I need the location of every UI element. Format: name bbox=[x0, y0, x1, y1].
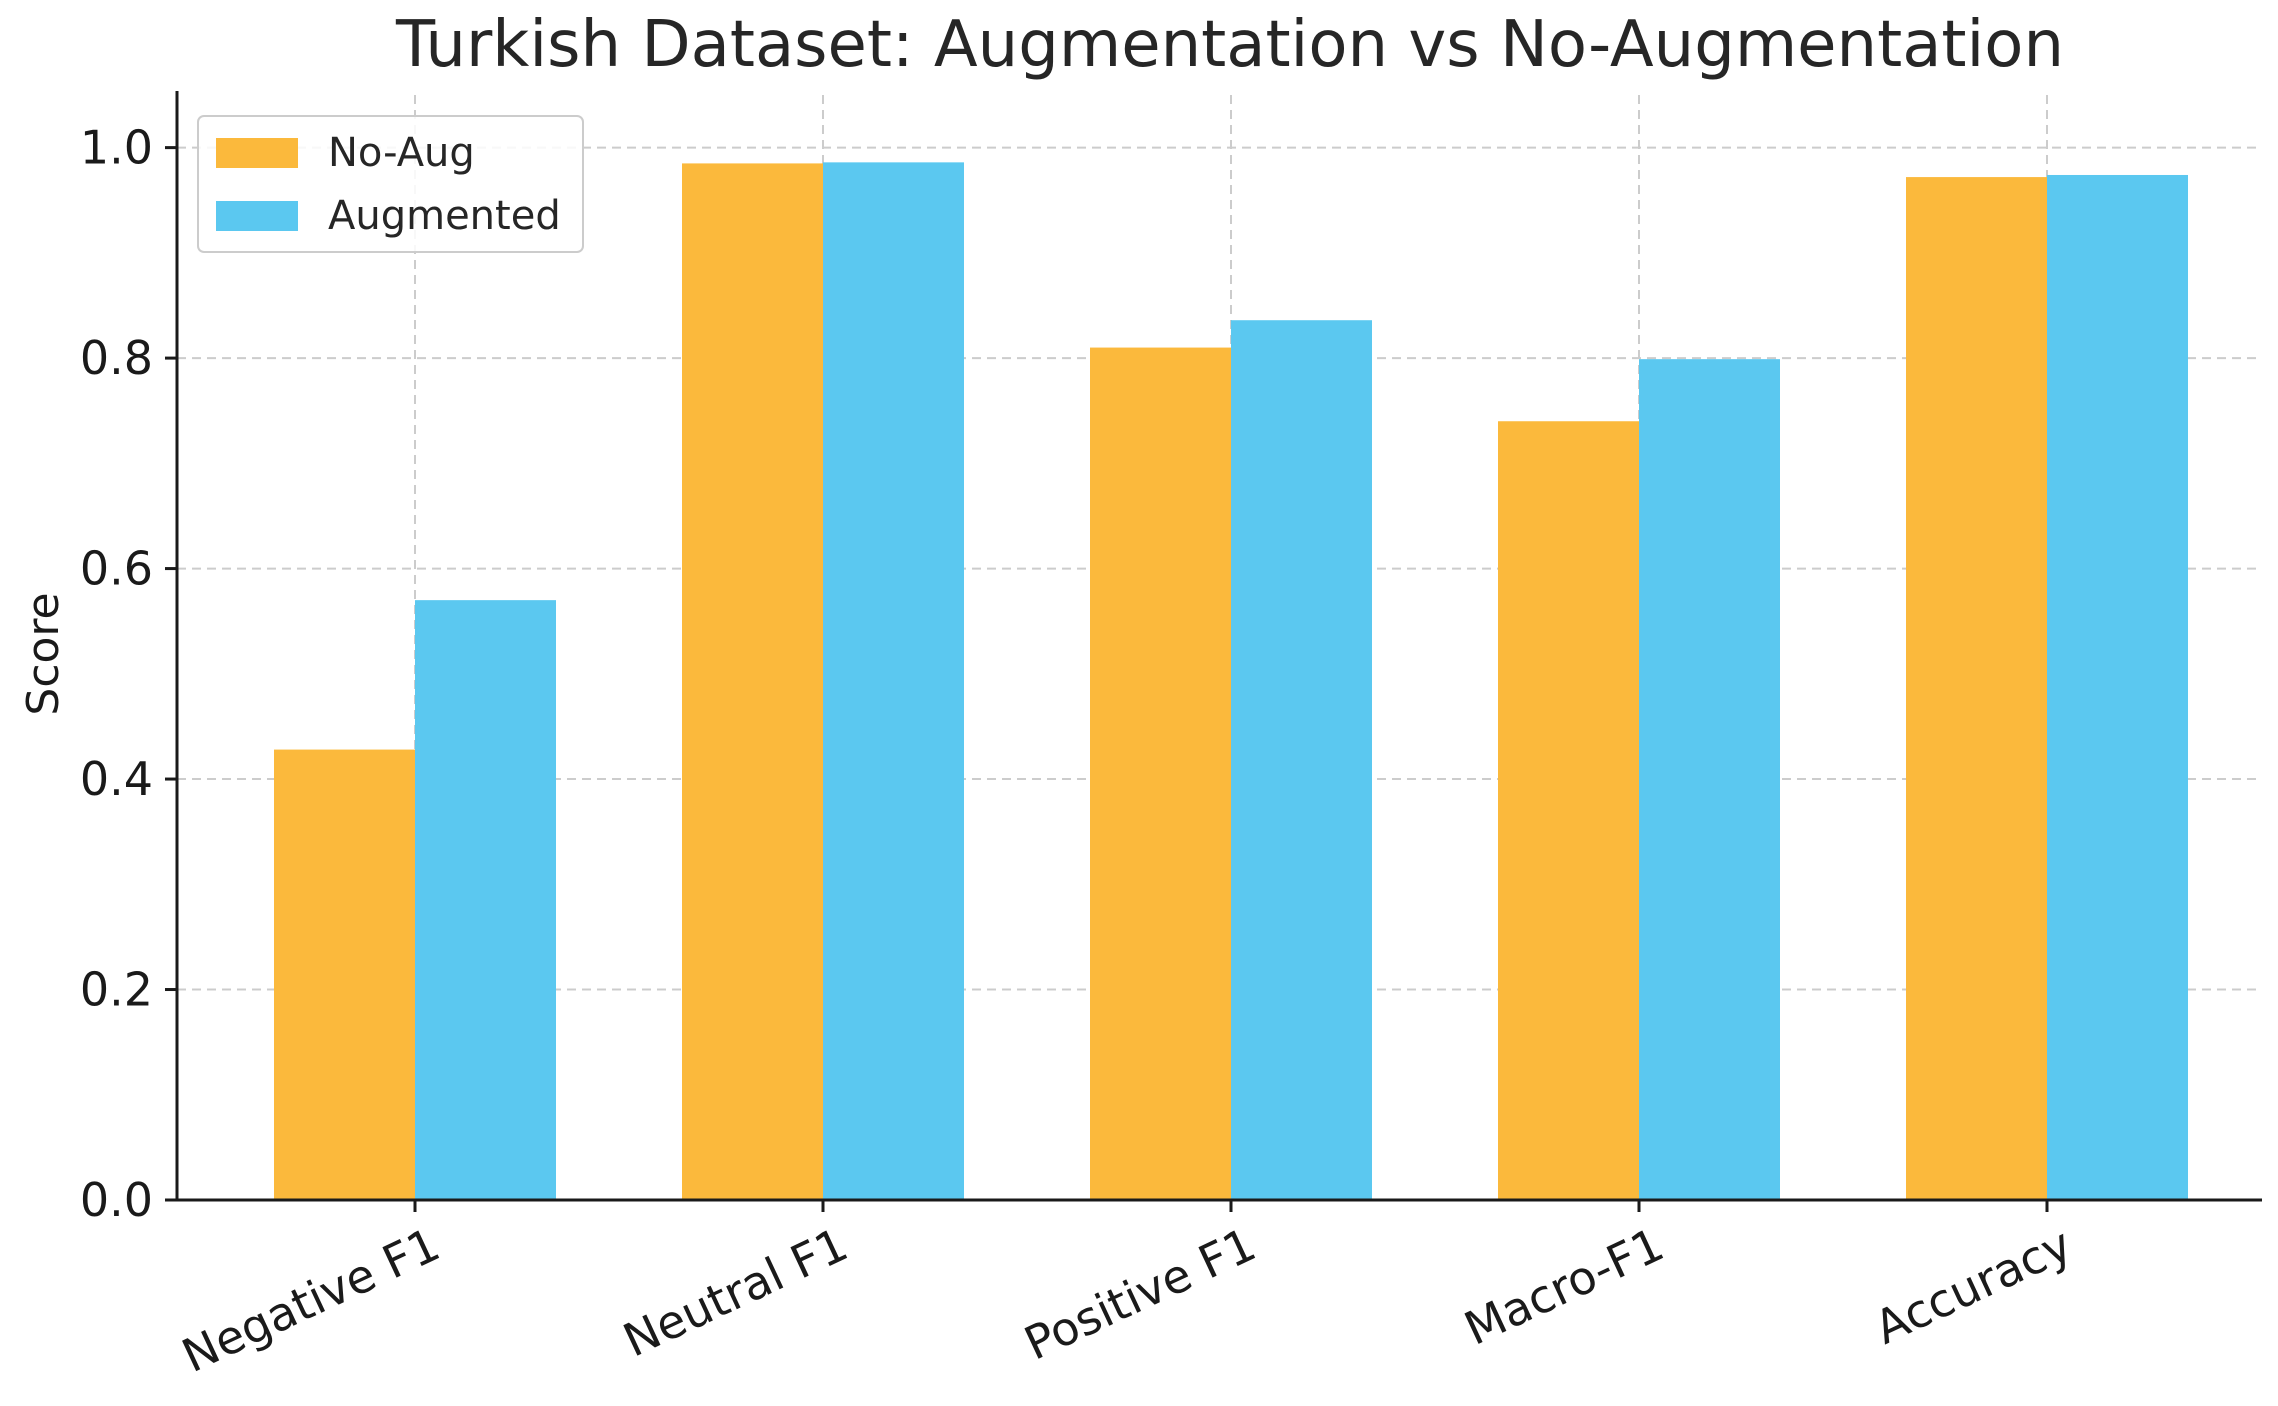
bar-augmented-accuracy[interactable] bbox=[2047, 174, 2188, 1200]
bar-no-aug-macro-f1[interactable] bbox=[1498, 421, 1639, 1200]
y-axis-label: Score bbox=[18, 592, 69, 715]
bars bbox=[274, 162, 2188, 1201]
legend-swatch bbox=[216, 138, 298, 168]
bar-augmented-macro-f1[interactable] bbox=[1639, 359, 1780, 1201]
y-tick-label: 0.8 bbox=[80, 331, 153, 385]
bar-no-aug-accuracy[interactable] bbox=[1906, 177, 2047, 1201]
bar-augmented-neutral-f1[interactable] bbox=[823, 162, 964, 1200]
x-tick-label: Positive F1 bbox=[1016, 1217, 1263, 1371]
legend[interactable]: No-Aug Augmented bbox=[197, 115, 584, 253]
legend-label: No-Aug bbox=[328, 130, 475, 176]
chart-title: Turkish Dataset: Augmentation vs No-Augm… bbox=[395, 8, 2064, 82]
bar-no-aug-positive-f1[interactable] bbox=[1090, 347, 1231, 1201]
legend-label: Augmented bbox=[328, 193, 561, 239]
x-tick-label: Negative F1 bbox=[174, 1217, 448, 1383]
y-tick-label: 0.6 bbox=[80, 542, 153, 596]
legend-swatch bbox=[216, 201, 298, 231]
bar-no-aug-negative-f1[interactable] bbox=[274, 749, 415, 1200]
y-tick-label: 1.0 bbox=[80, 121, 153, 175]
bar-no-aug-neutral-f1[interactable] bbox=[682, 163, 823, 1200]
y-tick-label: 0.4 bbox=[80, 752, 153, 806]
y-tick-label: 0.2 bbox=[80, 963, 153, 1017]
x-tick-label: Macro-F1 bbox=[1456, 1217, 1671, 1356]
y-tick-label: 0.0 bbox=[80, 1173, 153, 1227]
x-tick-label: Accuracy bbox=[1866, 1217, 2079, 1355]
x-tick-label: Neutral F1 bbox=[615, 1217, 855, 1367]
bar-augmented-negative-f1[interactable] bbox=[415, 600, 556, 1200]
bar-augmented-positive-f1[interactable] bbox=[1231, 320, 1372, 1200]
